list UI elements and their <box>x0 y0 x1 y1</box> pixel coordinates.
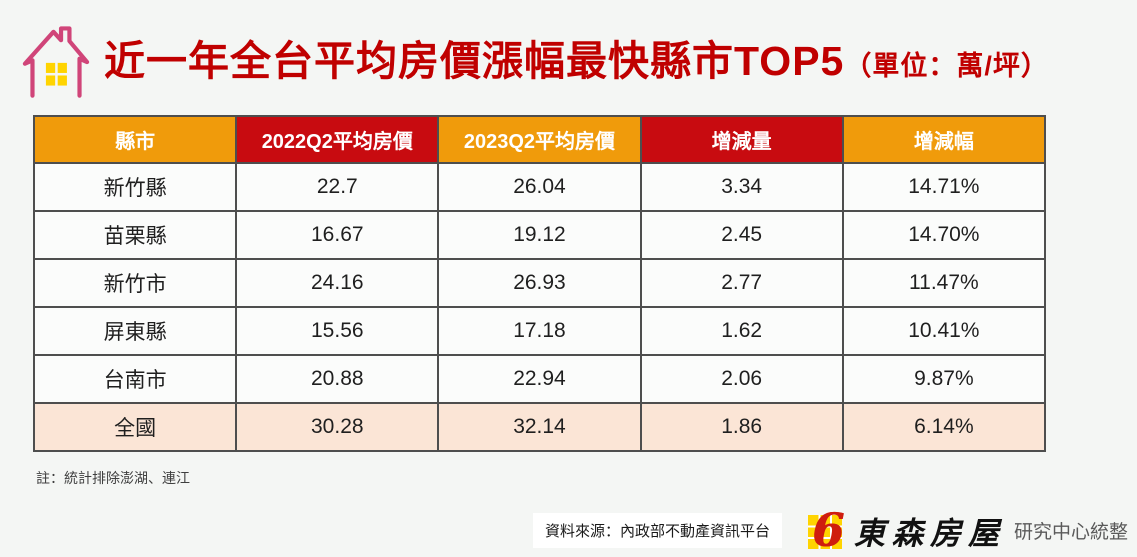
region-cell: 苗栗縣 <box>32 210 238 260</box>
column-header: 增減量 <box>639 115 844 164</box>
value-cell: 16.67 <box>235 210 440 260</box>
value-cell: 6.14% <box>841 402 1047 452</box>
region-cell: 新竹縣 <box>32 162 238 212</box>
region-cell: 屏東縣 <box>32 306 238 356</box>
value-cell: 11.47% <box>841 258 1047 308</box>
region-cell: 台南市 <box>32 354 238 404</box>
data-source-label: 資料來源：內政部不動產資訊平台 <box>532 513 782 548</box>
table-row: 全國 30.28 32.14 1.86 6.14% <box>32 402 1047 452</box>
value-cell: 10.41% <box>841 306 1047 356</box>
value-cell: 32.14 <box>437 402 642 452</box>
value-cell: 2.06 <box>639 354 844 404</box>
price-table: 縣市 2022Q2平均房價 2023Q2平均房價 增減量 增減幅 新竹縣 22.7 26.0… <box>32 115 1047 452</box>
value-cell: 3.34 <box>639 162 844 212</box>
value-cell: 15.56 <box>235 306 440 356</box>
yellow-tiles-icon <box>807 514 842 549</box>
header-row: 縣市 2022Q2平均房價 2023Q2平均房價 增減量 增減幅 <box>32 115 1047 164</box>
column-header: 2022Q2平均房價 <box>235 115 440 164</box>
value-cell: 17.18 <box>437 306 642 356</box>
value-cell: 1.62 <box>639 306 844 356</box>
value-cell: 2.45 <box>639 210 844 260</box>
value-cell: 22.94 <box>437 354 642 404</box>
value-cell: 22.7 <box>235 162 440 212</box>
value-cell: 26.93 <box>437 258 642 308</box>
house-icon <box>22 26 90 98</box>
value-cell: 9.87% <box>841 354 1047 404</box>
value-cell: 19.12 <box>437 210 642 260</box>
price-table-head: 縣市 2022Q2平均房價 2023Q2平均房價 增減量 增減幅 <box>32 115 1047 164</box>
title-row: 近一年全台平均房價漲幅最快縣市TOP5（單位：萬/坪） <box>14 14 1049 100</box>
page-title-main: 近一年全台平均房價漲幅最快縣市TOP5 <box>104 38 845 84</box>
price-table-body: 新竹縣 22.7 26.04 3.34 14.71% 苗栗縣 16.67 19.12 2.45 1… <box>32 162 1047 452</box>
table-row: 新竹縣 22.7 26.04 3.34 14.71% <box>32 162 1047 212</box>
bottom-strip: 資料來源：內政部不動產資訊平台 6 東森房屋 研究中心統整 <box>532 507 1128 553</box>
page-title: 近一年全台平均房價漲幅最快縣市TOP5（單位：萬/坪） <box>104 27 1049 87</box>
brand-logo-icon: 6 <box>807 507 844 553</box>
red-six-icon: 6 <box>811 502 844 557</box>
column-header: 增減幅 <box>841 115 1047 164</box>
house-window-icon <box>45 62 67 86</box>
value-cell: 14.70% <box>841 210 1047 260</box>
table-row: 新竹市 24.16 26.93 2.77 11.47% <box>32 258 1047 308</box>
value-cell: 30.28 <box>235 402 440 452</box>
brand-name: 東森房屋 <box>853 516 1006 552</box>
footnote: 註：統計排除澎湖、連江 <box>36 470 190 486</box>
value-cell: 20.88 <box>235 354 440 404</box>
value-cell: 26.04 <box>437 162 642 212</box>
column-header: 縣市 <box>32 115 238 164</box>
table-row: 台南市 20.88 22.94 2.06 9.87% <box>32 354 1047 404</box>
value-cell: 14.71% <box>841 162 1047 212</box>
table-row: 苗栗縣 16.67 19.12 2.45 14.70% <box>32 210 1047 260</box>
region-cell: 全國 <box>32 402 238 452</box>
page-title-unit: （單位：萬/坪） <box>844 51 1049 81</box>
value-cell: 1.86 <box>639 402 844 452</box>
table-row: 屏東縣 15.56 17.18 1.62 10.41% <box>32 306 1047 356</box>
value-cell: 24.16 <box>235 258 440 308</box>
region-cell: 新竹市 <box>32 258 238 308</box>
brand-suffix: 研究中心統整 <box>1013 522 1128 543</box>
column-header: 2023Q2平均房價 <box>437 115 642 164</box>
value-cell: 2.77 <box>639 258 844 308</box>
